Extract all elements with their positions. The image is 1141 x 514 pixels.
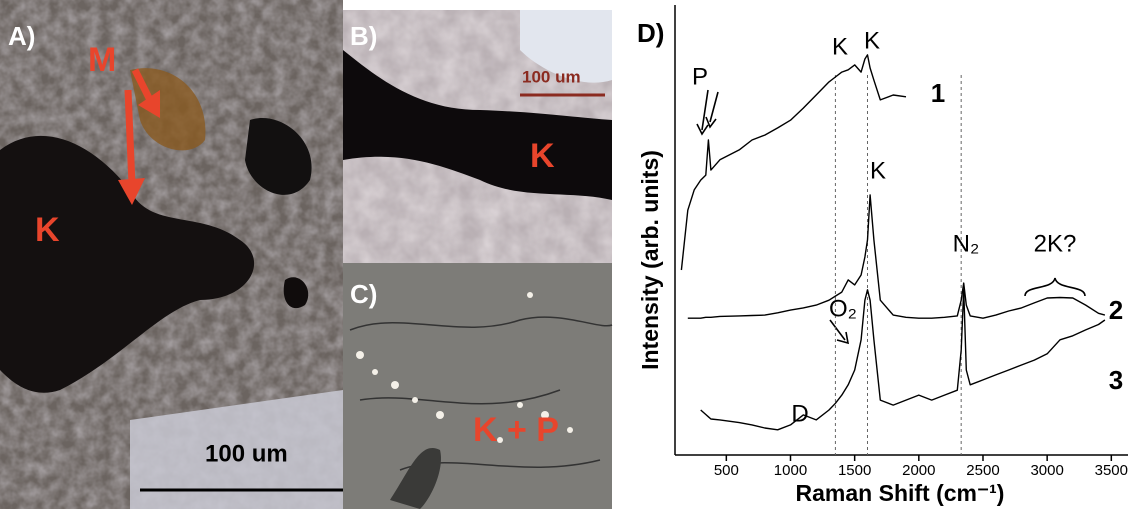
scale-label: 100 um [522, 67, 581, 86]
mineral-label: K [530, 137, 555, 175]
marker-label: M [88, 41, 116, 79]
y-axis-title: Intensity (arb. units) [637, 150, 663, 370]
panel-label: C) [350, 279, 377, 309]
spectrum-line [701, 290, 1105, 430]
panel-label: B) [350, 21, 377, 51]
x-tick-label: 1000 [774, 462, 807, 479]
x-tick-label: 500 [714, 462, 739, 479]
series-label: 2 [1109, 295, 1123, 325]
panel-b: B) 100 um K [343, 10, 612, 263]
annotation: N₂ [953, 230, 980, 257]
mineral-label: K + P [473, 411, 559, 449]
panel-d: D) Raman Shift (cm⁻¹) Intensity (arb. un… [637, 5, 1128, 506]
panel-label: A) [8, 21, 35, 51]
annotation: D [791, 400, 808, 427]
x-tick-label: 3000 [1030, 462, 1063, 479]
x-axis-title: Raman Shift (cm⁻¹) [796, 480, 1005, 506]
figure: A) M K 100 um B) 100 um K C) K + P D) Ra… [0, 0, 1141, 509]
mineral-label: K [35, 211, 60, 249]
panel-c: C) K + P [343, 263, 612, 509]
annotation: P [692, 63, 708, 90]
x-tick-label: 3500 [1095, 462, 1128, 479]
annotation: O₂ [829, 295, 857, 322]
annotation: K [870, 157, 886, 184]
annotation: K [864, 27, 880, 54]
panel-a: A) M K 100 um [0, 0, 343, 509]
x-tick-label: 2000 [902, 462, 935, 479]
panel-label: D) [637, 18, 664, 48]
annotation: K [832, 33, 848, 60]
series-label: 1 [931, 78, 945, 108]
x-tick-label: 2500 [966, 462, 999, 479]
scale-label: 100 um [205, 440, 288, 467]
x-tick-label: 1500 [838, 462, 871, 479]
series-label: 3 [1109, 365, 1123, 395]
annotation: 2K? [1034, 230, 1077, 257]
